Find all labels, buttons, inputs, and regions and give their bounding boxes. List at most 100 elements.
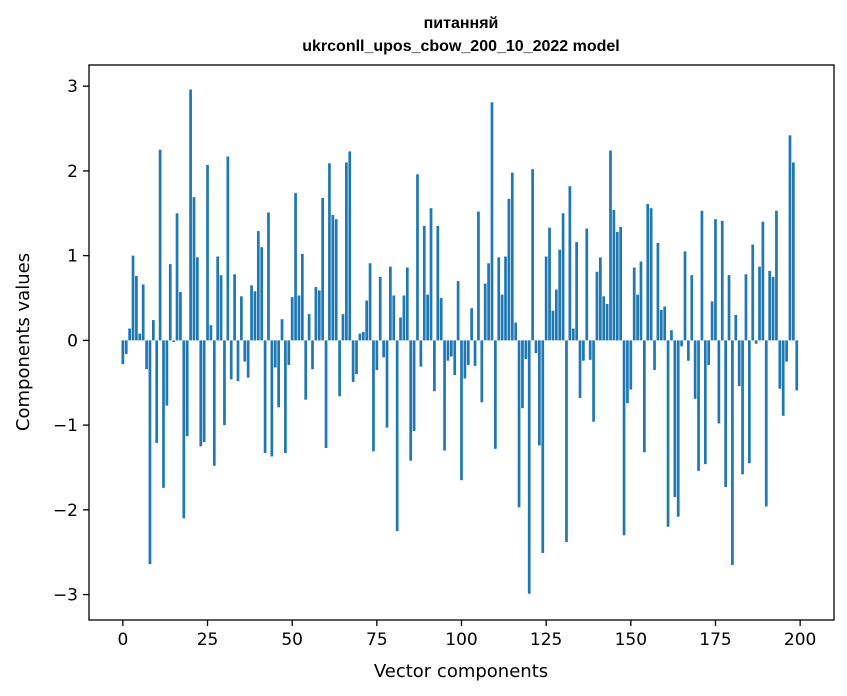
bar-component-101 <box>463 340 467 379</box>
x-tick-label: 50 <box>281 630 303 650</box>
bar-component-199 <box>795 340 799 391</box>
bar-component-48 <box>284 340 287 454</box>
bar-component-43 <box>267 212 270 341</box>
bar-component-74 <box>372 340 375 452</box>
bar-component-116 <box>514 322 518 341</box>
bar-component-42 <box>263 340 267 454</box>
bar-component-100 <box>460 340 463 481</box>
bar-component-124 <box>541 340 545 554</box>
bar-component-45 <box>273 340 277 368</box>
bar-component-34 <box>236 340 240 382</box>
bar-component-9 <box>151 320 155 341</box>
bar-component-90 <box>426 294 429 341</box>
bar-component-13 <box>165 340 169 406</box>
x-axis-label: Vector components <box>374 661 548 682</box>
bar-component-37 <box>246 340 250 378</box>
bar-component-71 <box>361 331 365 341</box>
bar-component-153 <box>639 261 643 341</box>
bar-component-169 <box>693 340 697 399</box>
bar-component-160 <box>663 306 667 341</box>
bar-component-126 <box>548 227 551 341</box>
bar-component-107 <box>483 283 487 341</box>
bar-component-125 <box>544 256 548 341</box>
bar-component-120 <box>527 340 531 594</box>
chart-subtitle: ukrconll_upos_cbow_200_10_2022 model <box>302 38 619 55</box>
bar-component-65 <box>341 314 345 341</box>
bar-component-31 <box>226 156 230 341</box>
bar-component-186 <box>751 244 755 341</box>
bar-component-30 <box>223 340 226 426</box>
bar-component-40 <box>256 231 260 341</box>
bar-component-176 <box>717 340 721 424</box>
bar-component-152 <box>636 294 639 341</box>
bar-component-1 <box>124 340 128 354</box>
bar-component-138 <box>588 340 592 360</box>
bar-component-60 <box>324 340 328 448</box>
bar-component-78 <box>385 340 389 428</box>
bar-component-99 <box>456 281 460 341</box>
bar-component-67 <box>348 151 352 341</box>
bar-component-156 <box>649 208 653 341</box>
bar-component-26 <box>209 325 213 341</box>
bar-component-12 <box>162 340 165 488</box>
x-axis-ticks: 0 25 50 75 100 125 150 175 200 <box>117 620 816 650</box>
bar-component-85 <box>409 340 413 461</box>
bar-component-148 <box>622 340 626 536</box>
bar-component-111 <box>497 257 501 341</box>
bar-component-104 <box>473 340 477 366</box>
bar-component-121 <box>531 169 534 341</box>
bar-component-181 <box>734 314 738 341</box>
bar-component-112 <box>500 294 504 341</box>
bar-component-167 <box>687 340 690 361</box>
bar-component-115 <box>510 172 514 341</box>
bar-component-151 <box>632 267 636 341</box>
bar-component-56 <box>311 340 314 370</box>
bar-component-119 <box>524 340 528 360</box>
bar-component-66 <box>345 162 348 341</box>
bar-component-17 <box>179 292 182 341</box>
bar-component-97 <box>449 340 453 357</box>
bar-component-131 <box>565 340 568 543</box>
bar-component-149 <box>626 340 629 404</box>
bar-component-184 <box>744 274 748 341</box>
bar-component-187 <box>754 340 758 344</box>
y-tick-label: 1 <box>67 247 78 267</box>
y-axis-ticks: −3 −2 −1 0 1 2 3 <box>53 77 89 606</box>
bar-component-23 <box>199 340 203 447</box>
x-tick-label: 200 <box>784 630 816 650</box>
bar-component-77 <box>382 340 385 358</box>
bar-component-51 <box>294 192 297 341</box>
bar-component-178 <box>724 340 727 487</box>
y-tick-label: −1 <box>53 416 78 436</box>
y-axis-label: Components values <box>13 253 34 431</box>
bar-component-10 <box>155 340 159 443</box>
bar-component-108 <box>487 263 490 341</box>
bar-component-73 <box>368 263 372 341</box>
bar-component-158 <box>656 242 660 341</box>
bar-component-195 <box>781 340 785 416</box>
bar-component-198 <box>792 162 795 341</box>
bar-component-82 <box>399 317 402 341</box>
bar-component-79 <box>389 266 392 341</box>
bar-component-109 <box>490 102 494 341</box>
bar-component-72 <box>365 300 369 341</box>
bar-component-0 <box>121 340 125 365</box>
bar-component-142 <box>602 296 606 341</box>
bar-component-91 <box>429 208 433 341</box>
y-tick-label: 3 <box>67 77 78 97</box>
bar-component-63 <box>334 219 338 341</box>
bar-component-172 <box>703 340 707 465</box>
bar-component-58 <box>317 290 321 341</box>
bar-component-36 <box>243 340 247 362</box>
bar-component-15 <box>172 340 176 343</box>
bar-component-118 <box>521 340 524 409</box>
bar-component-54 <box>304 340 308 400</box>
bar-component-39 <box>253 291 257 341</box>
bar-component-133 <box>571 328 575 341</box>
x-tick-label: 150 <box>615 630 647 650</box>
bar-component-103 <box>470 308 474 341</box>
bar-component-173 <box>707 340 711 365</box>
bar-component-84 <box>405 267 409 341</box>
bar-component-189 <box>761 221 765 341</box>
